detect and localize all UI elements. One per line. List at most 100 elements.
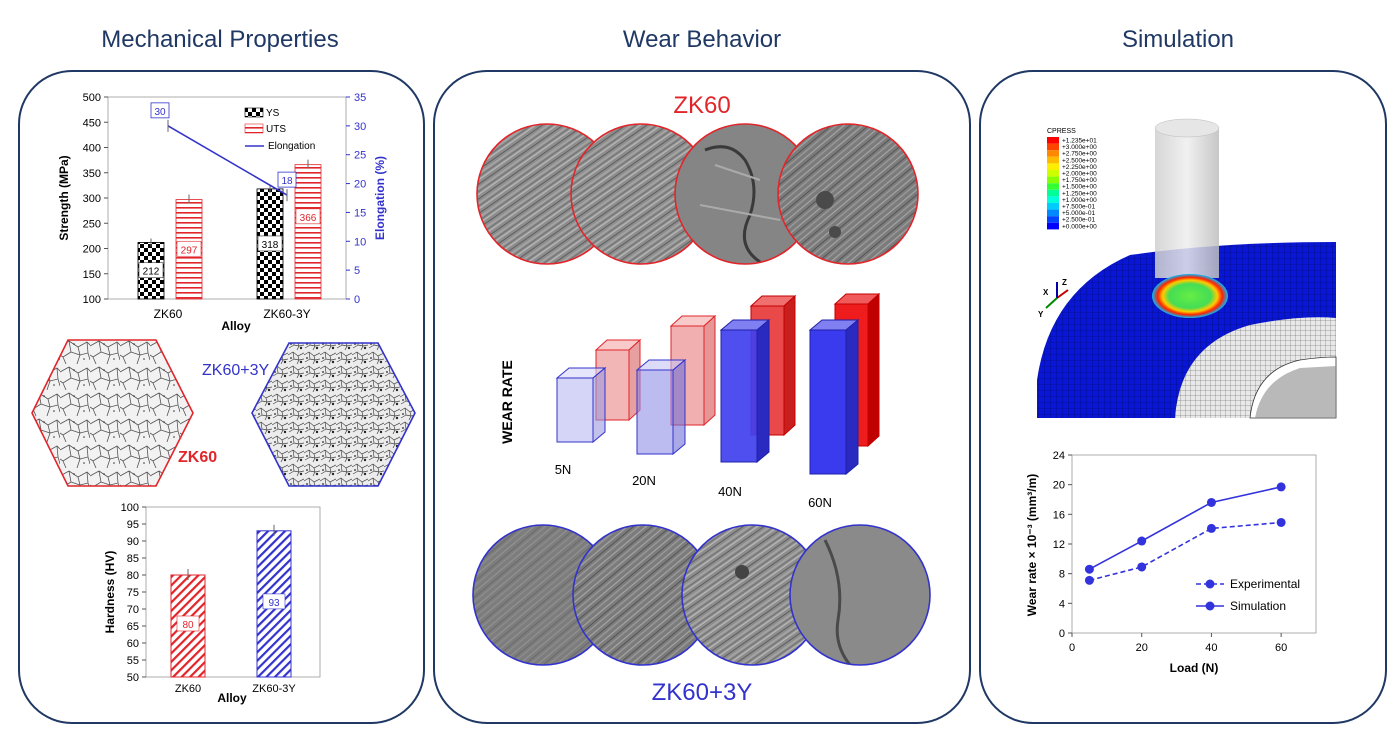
- sim-x-tick-label: 40: [1205, 642, 1217, 654]
- elongation-value-box: [150, 102, 170, 119]
- strength-y-tick-label: 100: [83, 294, 101, 306]
- legend-experimental-marker: [1205, 579, 1215, 589]
- uts-value-label: 297: [181, 245, 198, 256]
- cpress-legend-value: +1.750e+00: [1062, 177, 1097, 184]
- zk60-worn-surface-60n: [777, 123, 919, 265]
- cpress-legend-value: +3.000e+00: [1062, 144, 1097, 151]
- sim-x-tick-label: 0: [1069, 642, 1075, 654]
- hardness-x-label: Alloy: [217, 691, 247, 705]
- cpress-legend-value: +5.000e-01: [1062, 210, 1095, 217]
- cpress-legend-swatch: [1047, 163, 1059, 170]
- sim-x-tick-label: 20: [1136, 642, 1148, 654]
- axis-z-label: Z: [1062, 278, 1067, 287]
- hardness-value-box: [176, 615, 200, 632]
- hardness-y-tick-label: 65: [127, 621, 139, 633]
- cpress-legend-value: +2.500e-01: [1062, 217, 1095, 224]
- axis-y-label: Y: [1038, 310, 1044, 319]
- uts-value-box: [176, 240, 202, 257]
- elongation-y-tick-label: 20: [354, 179, 366, 191]
- cpress-legend-value: +1.000e+00: [1062, 197, 1097, 204]
- cpress-legend-value: +2.000e+00: [1062, 171, 1097, 178]
- elongation-value-label: 30: [154, 107, 166, 118]
- strength-y-tick-label: 150: [83, 269, 101, 281]
- cpress-legend-swatch: [1047, 203, 1059, 210]
- strength-y-tick-label: 350: [83, 168, 101, 180]
- experimental-point: [1276, 517, 1286, 527]
- wear-rate-bars: [555, 292, 881, 476]
- load-label-60n: 60N: [808, 495, 832, 510]
- legend-uts: UTS: [266, 124, 286, 135]
- legend-ys-swatch: [244, 107, 264, 118]
- hardness-y-tick-label: 100: [121, 502, 139, 514]
- simulation-point: [1137, 536, 1147, 546]
- wear-bottom-label: ZK60+3Y: [652, 679, 753, 706]
- hardness-y-tick-label: 55: [127, 655, 139, 667]
- cpress-legend-swatch: [1047, 196, 1059, 203]
- strength-y-tick-label: 450: [83, 117, 101, 129]
- elongation-value-label: 18: [281, 176, 293, 187]
- hardness-y-tick-label: 85: [127, 553, 139, 565]
- mechanical-title: Mechanical Properties: [101, 26, 339, 53]
- strength-category-label: ZK60: [154, 307, 183, 321]
- elongation-y-label: Elongation (%): [373, 156, 387, 240]
- hardness-category-label: ZK60: [175, 683, 201, 695]
- cpress-legend-swatch: [1047, 156, 1059, 164]
- elongation-y-tick-label: 15: [354, 207, 366, 219]
- mechanical-panel: [18, 70, 425, 724]
- simulation-point: [1206, 497, 1216, 507]
- sim-y-tick-label: 16: [1053, 509, 1065, 521]
- cpress-legend: +1.235e+01+3.000e+00+2.750e+00+2.500e+00…: [1047, 137, 1097, 230]
- strength-y-tick-label: 500: [83, 92, 101, 104]
- ys-value-box: [257, 235, 283, 252]
- elongation-y-tick-label: 10: [354, 236, 366, 248]
- zk60-3y-worn-surface-60n: [789, 524, 931, 666]
- uts-bar: [294, 164, 322, 300]
- ys-value-label: 318: [262, 240, 279, 251]
- hardness-y-tick-label: 80: [127, 570, 139, 582]
- wear-title: Wear Behavior: [622, 26, 782, 53]
- cpress-legend-title: CPRESS: [1047, 128, 1076, 135]
- zk60-3y-bar-60n: [808, 318, 860, 476]
- simulation-panel: [979, 70, 1387, 724]
- fea-pin-cylinder: [1155, 128, 1219, 278]
- cpress-legend-value: +2.250e+00: [1062, 164, 1097, 171]
- elongation-y-tick-label: 30: [354, 121, 366, 133]
- simulation-point: [1084, 564, 1094, 574]
- zk60-3y-micro-label: ZK60+3Y: [202, 362, 269, 379]
- cpress-legend-swatch: [1047, 222, 1059, 230]
- strength-y-tick-label: 200: [83, 244, 101, 256]
- sim-y-tick-label: 0: [1059, 628, 1065, 640]
- cpress-legend-swatch: [1047, 170, 1059, 177]
- experimental-point: [1206, 523, 1216, 533]
- load-label-40n: 40N: [718, 484, 742, 499]
- cpress-legend-swatch: [1047, 189, 1059, 197]
- strength-y-tick-label: 300: [83, 193, 101, 205]
- zk60-micro-label: ZK60: [178, 449, 217, 466]
- cpress-legend-value: +1.250e+00: [1062, 190, 1097, 197]
- zk60-3y-microstructure: [251, 342, 416, 487]
- elongation-value-box: [277, 171, 297, 188]
- cpress-legend-swatch: [1047, 209, 1059, 217]
- strength-y-tick-label: 250: [83, 218, 101, 230]
- experimental-point: [1137, 562, 1147, 572]
- simulation-title: Simulation: [1121, 26, 1235, 53]
- wear-top-label: ZK60: [673, 92, 730, 119]
- sim-x-label: Load (N): [1170, 661, 1219, 675]
- sim-y-label: Wear rate × 10⁻³ (mm³/m): [1025, 474, 1039, 617]
- cpress-legend-swatch: [1047, 143, 1059, 151]
- cpress-legend-swatch: [1047, 176, 1059, 184]
- hardness-y-tick-label: 60: [127, 638, 139, 650]
- uts-value-label: 366: [300, 213, 317, 224]
- load-label-20n: 20N: [632, 473, 656, 488]
- strength-x-label: Alloy: [221, 319, 251, 333]
- cpress-legend-swatch: [1047, 216, 1059, 223]
- experimental-line: [1089, 521, 1282, 582]
- simulation-line: [1089, 486, 1282, 570]
- hardness-value-label: 80: [182, 620, 194, 631]
- hardness-y-label: Hardness (HV): [103, 551, 117, 634]
- hardness-y-tick-label: 75: [127, 587, 139, 599]
- hardness-y-tick-label: 70: [127, 604, 139, 616]
